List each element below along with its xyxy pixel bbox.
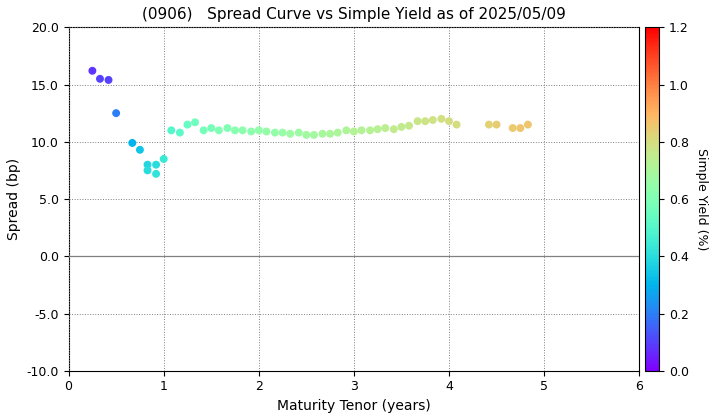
Point <box>150 161 162 168</box>
Point <box>150 171 162 177</box>
Point <box>269 129 281 136</box>
Point <box>451 121 462 128</box>
Point <box>300 131 312 138</box>
Point <box>412 118 423 124</box>
Point <box>166 127 177 134</box>
Point <box>483 121 495 128</box>
Point <box>222 125 233 131</box>
Point <box>237 127 248 134</box>
Point <box>189 119 201 126</box>
Point <box>253 127 264 134</box>
Point <box>174 129 186 136</box>
Point <box>134 147 145 153</box>
Point <box>276 129 288 136</box>
Point <box>515 125 526 131</box>
Point <box>86 68 98 74</box>
Point <box>158 155 169 162</box>
Point <box>403 122 415 129</box>
Point <box>348 128 360 135</box>
Point <box>444 118 455 124</box>
Point <box>308 131 320 138</box>
Point <box>127 139 138 146</box>
Point <box>420 118 431 124</box>
Point <box>94 76 106 82</box>
Point <box>522 121 534 128</box>
Point <box>372 126 384 133</box>
Point <box>205 125 217 131</box>
Point <box>229 127 240 134</box>
Point <box>181 121 193 128</box>
Point <box>213 127 225 134</box>
Point <box>142 167 153 174</box>
Point <box>491 121 503 128</box>
Point <box>198 127 210 134</box>
Point <box>284 130 296 137</box>
Point <box>396 123 408 130</box>
Point <box>103 76 114 83</box>
Y-axis label: Spread (bp): Spread (bp) <box>7 158 21 240</box>
Point <box>110 110 122 116</box>
Point <box>332 129 343 136</box>
Point <box>324 130 336 137</box>
Point <box>341 127 352 134</box>
Point <box>246 128 257 135</box>
Point <box>427 117 438 123</box>
Point <box>261 128 272 135</box>
Point <box>507 125 518 131</box>
Point <box>436 116 447 122</box>
Point <box>388 126 400 133</box>
Point <box>293 129 305 136</box>
X-axis label: Maturity Tenor (years): Maturity Tenor (years) <box>277 399 431 413</box>
Title: (0906)   Spread Curve vs Simple Yield as of 2025/05/09: (0906) Spread Curve vs Simple Yield as o… <box>142 7 566 22</box>
Point <box>356 127 367 134</box>
Y-axis label: Simple Yield (%): Simple Yield (%) <box>696 148 708 250</box>
Point <box>142 161 153 168</box>
Point <box>317 130 328 137</box>
Point <box>364 127 376 134</box>
Point <box>379 125 391 131</box>
